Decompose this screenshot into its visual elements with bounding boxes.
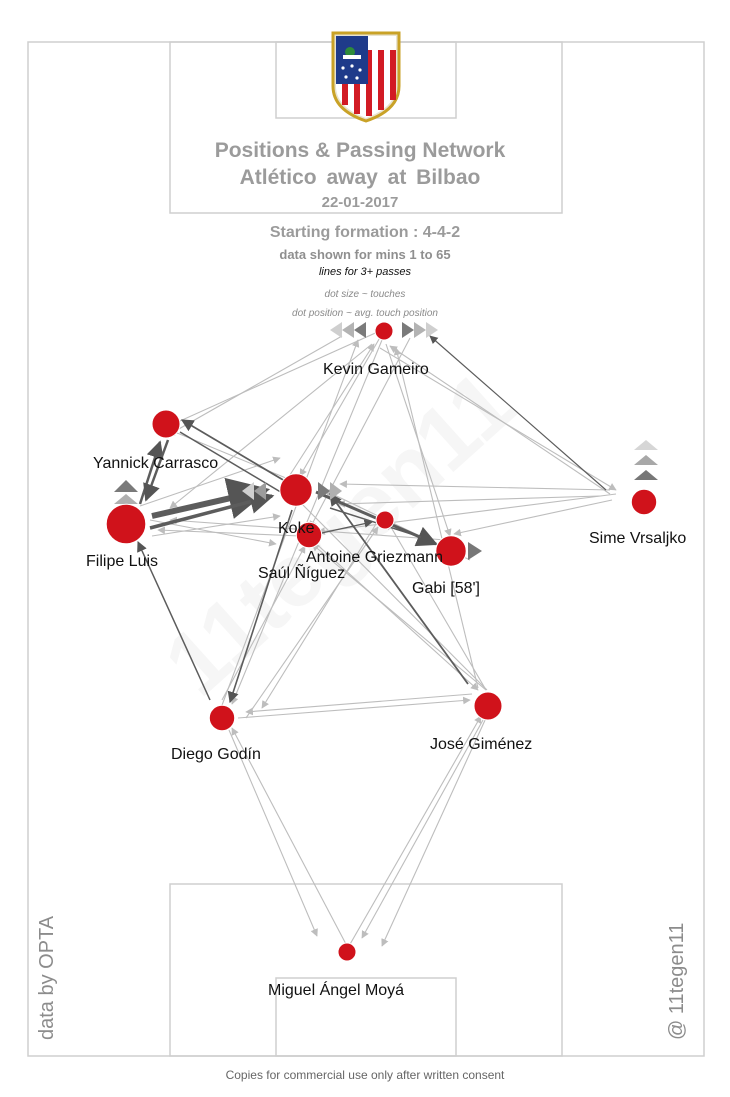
player-dot-gameiro bbox=[374, 321, 394, 341]
copyright-notice: Copies for commercial use only after wri… bbox=[225, 1068, 505, 1082]
player-label-vrsaljko: Sime Vrsaljko bbox=[589, 530, 686, 547]
player-dot-griezmann bbox=[375, 510, 395, 530]
player-label-gameiro: Kevin Gameiro bbox=[323, 361, 429, 378]
dot-size-note: dot size ~ touches bbox=[324, 289, 406, 300]
player-label-koke: Koke bbox=[278, 520, 315, 537]
player-label-luis: Filipe Luis bbox=[86, 553, 158, 570]
chart-subtitle: Atlético away at Bilbao bbox=[239, 166, 481, 189]
movement-indicator-arrows bbox=[114, 322, 658, 560]
player-dot-gabi bbox=[435, 535, 467, 567]
player-label-carrasco: Yannick Carrasco bbox=[93, 455, 218, 472]
player-dot-moya bbox=[337, 942, 357, 962]
lines-note: lines for 3+ passes bbox=[318, 266, 412, 278]
dot-position-note: dot position ~ avg. touch position bbox=[292, 308, 438, 319]
player-label-gabi: Gabi [58'] bbox=[412, 580, 480, 597]
minutes-text: data shown for mins 1 to 65 bbox=[279, 247, 451, 262]
player-dot-vrsaljko bbox=[630, 488, 658, 516]
match-date: 22-01-2017 bbox=[321, 194, 399, 211]
player-label-moya: Miguel Ángel Moyá bbox=[268, 980, 404, 999]
author-credit: @ 11tegen11 bbox=[666, 922, 688, 1040]
player-labels: Kevin Gameiro Yannick Carrasco Sime Vrsa… bbox=[86, 361, 686, 999]
player-dot-gimenez bbox=[473, 691, 503, 721]
bottom-penalty-box bbox=[169, 883, 563, 1057]
club-crest-logo bbox=[331, 31, 401, 123]
player-label-saul: Saúl Ñíguez bbox=[258, 562, 345, 582]
chart-title: Positions & Passing Network bbox=[214, 139, 506, 162]
data-source-credit: data by OPTA bbox=[36, 915, 58, 1040]
player-dot-saul bbox=[295, 521, 323, 549]
player-dot-koke bbox=[279, 473, 313, 507]
players-layer bbox=[105, 321, 658, 962]
player-label-godin: Diego Godín bbox=[171, 746, 261, 763]
player-label-gimenez: José Giménez bbox=[430, 736, 532, 753]
player-dot-luis bbox=[105, 503, 147, 545]
player-dot-carrasco bbox=[151, 409, 181, 439]
formation-text: Starting formation : 4-4-2 bbox=[269, 224, 461, 241]
bottom-six-yard-box bbox=[275, 977, 457, 1057]
player-dot-godin bbox=[208, 704, 236, 732]
crest-tree bbox=[345, 47, 355, 57]
player-label-griezmann: Antoine Griezmann bbox=[306, 549, 443, 566]
